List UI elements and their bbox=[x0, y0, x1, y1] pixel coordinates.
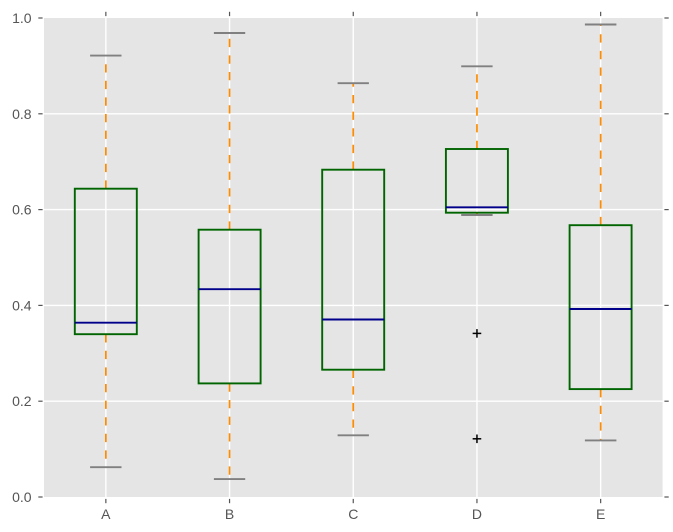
svg-text:D: D bbox=[472, 506, 482, 522]
svg-text:0.2: 0.2 bbox=[12, 393, 32, 409]
svg-text:A: A bbox=[101, 506, 111, 522]
svg-text:0.0: 0.0 bbox=[12, 489, 32, 505]
svg-text:1.0: 1.0 bbox=[12, 10, 32, 26]
svg-text:0.4: 0.4 bbox=[12, 297, 32, 313]
svg-text:E: E bbox=[596, 506, 605, 522]
svg-text:B: B bbox=[225, 506, 234, 522]
svg-text:0.8: 0.8 bbox=[12, 106, 32, 122]
svg-text:0.6: 0.6 bbox=[12, 202, 32, 218]
svg-text:C: C bbox=[348, 506, 358, 522]
